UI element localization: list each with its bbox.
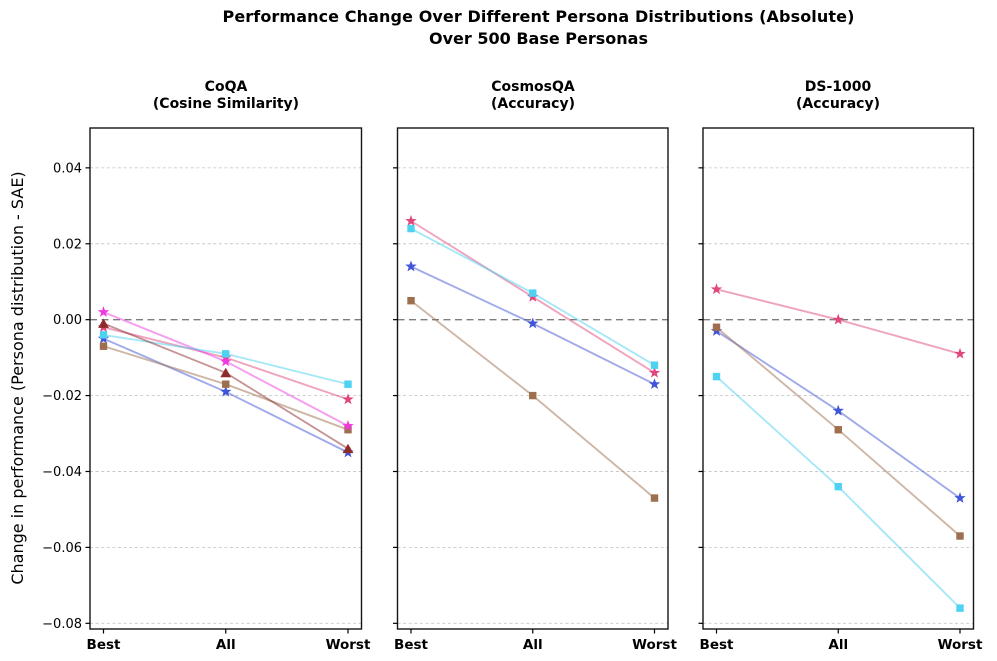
series-line-royal-blue-star [715, 330, 961, 499]
axes-frame [396, 127, 669, 630]
series-brown-square-marker [407, 296, 415, 305]
series-crimson-star-marker [710, 283, 723, 295]
y-tick-label: 0.04 [53, 161, 82, 176]
series-cyan-square-marker [956, 604, 964, 612]
x-tick-label-all: All [523, 637, 543, 653]
series-crimson-star-marker [954, 347, 966, 359]
series-brown-square-marker [712, 323, 721, 331]
x-tick-label-best: Best [87, 637, 121, 653]
subplot-title-line1: CoQA [204, 79, 248, 95]
y-tick-label: 0.02 [53, 237, 82, 252]
series-brown-square-marker [344, 426, 352, 434]
series-royal-blue-star-marker [832, 404, 844, 416]
figure-subtitle: Over 500 Base Personas [429, 29, 648, 48]
subplot-title-cosmosqa: CosmosQA (Accuracy) [403, 79, 663, 113]
subplot-title-coqa: CoQA (Cosine Similarity) [96, 79, 356, 113]
series-line-brown-square [410, 299, 656, 499]
series-brown-square-marker [529, 391, 537, 400]
series-dark-red-triangle-marker [220, 367, 232, 378]
series-brown-square-marker [222, 380, 230, 388]
series-cyan-square-marker [712, 372, 721, 381]
series-cyan-square-marker [834, 482, 842, 491]
subplot-title-line1: CosmosQA [491, 79, 575, 95]
series-crimson-star-marker [832, 313, 844, 325]
x-tick-label-worst: Worst [632, 637, 677, 653]
subplot-title-line2: (Accuracy) [796, 96, 880, 112]
series-royal-blue-star-marker [405, 260, 417, 272]
series-crimson-star-marker [342, 393, 354, 405]
series-brown-square-marker [99, 342, 108, 350]
subplot-title-line1: DS-1000 [804, 79, 872, 95]
subplot-title-line2: (Accuracy) [491, 96, 575, 112]
x-tick-label-worst: Worst [326, 637, 371, 653]
axes-frame [89, 127, 363, 630]
series-cyan-square-marker [222, 350, 230, 358]
series-cyan-square-marker [99, 331, 108, 339]
series-magenta-star-marker [97, 306, 110, 317]
y-tick-label: −0.08 [42, 617, 82, 632]
series-brown-square-marker [650, 494, 659, 502]
y-tick-label: −0.04 [42, 465, 82, 480]
x-tick-label-best: Best [700, 637, 734, 653]
series-magenta-star-marker [342, 419, 354, 431]
series-crimson-star-marker [648, 366, 661, 378]
x-tick-label-all: All [828, 637, 848, 653]
x-tick-label-worst: Worst [938, 637, 983, 653]
x-tick-label-all: All [216, 637, 236, 653]
y-tick-label: 0.00 [53, 313, 82, 328]
series-cyan-square-marker [529, 289, 537, 297]
axes-frame [702, 127, 975, 630]
figure-title: Performance Change Over Different Person… [222, 7, 855, 26]
y-tick-label: −0.06 [42, 541, 82, 556]
subplot-title-line2: (Cosine Similarity) [152, 96, 300, 112]
series-brown-square-marker [834, 426, 842, 434]
series-royal-blue-star-marker [954, 492, 966, 503]
series-cyan-square-marker [650, 361, 659, 369]
y-tick-label: −0.02 [42, 389, 82, 404]
series-royal-blue-star-marker [527, 317, 539, 329]
series-dark-red-triangle-marker [98, 318, 109, 328]
series-magenta-star-marker [220, 355, 232, 367]
subplot-title-ds1000: DS-1000 (Accuracy) [708, 79, 968, 113]
series-brown-square-marker [956, 532, 964, 540]
x-tick-label-best: Best [394, 637, 428, 653]
series-cyan-square-marker [344, 380, 352, 388]
series-royal-blue-star-marker [220, 385, 232, 397]
series-royal-blue-star-marker [648, 378, 661, 390]
series-crimson-star-marker [405, 214, 417, 226]
series-dark-red-triangle-marker [342, 443, 354, 454]
series-cyan-square-marker [407, 224, 415, 233]
